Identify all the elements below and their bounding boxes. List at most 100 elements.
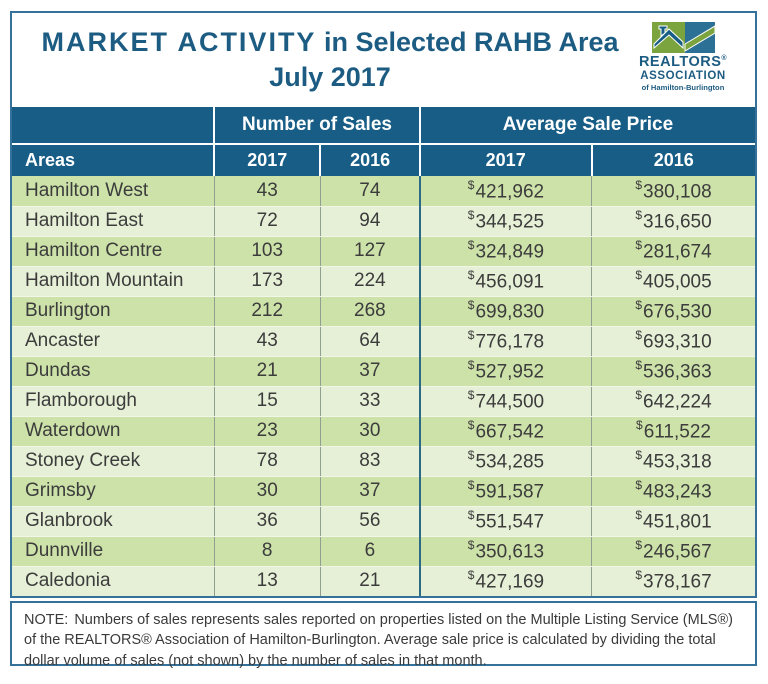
sales-2016-cell: 224 xyxy=(319,266,420,297)
sales-2016-cell: 33 xyxy=(319,386,420,417)
sales-2016-cell: 37 xyxy=(319,476,420,507)
price-value: 693,310 xyxy=(643,331,712,353)
price-value: 281,674 xyxy=(643,241,712,263)
dollar-sign: $ xyxy=(467,327,475,342)
table-row: Dunnville 8 6 $350,613 $246,567 xyxy=(12,536,755,567)
page-title: MARKET ACTIVITY in Selected RAHB Area xyxy=(12,25,648,60)
sales-2016-cell: 83 xyxy=(319,446,420,477)
note-box: NOTE: Numbers of sales represents sales r… xyxy=(10,601,757,669)
price-2016-cell: $642,224 xyxy=(591,386,755,417)
sales-2017-cell: 72 xyxy=(213,206,321,237)
sales-2016-cell: 37 xyxy=(319,356,420,387)
report-month: July 2017 xyxy=(269,62,391,92)
price-value: 380,108 xyxy=(643,180,712,202)
house-roofs-icon xyxy=(651,22,715,53)
price-value: 350,613 xyxy=(475,541,545,563)
logo-realtors-text: REALTORS xyxy=(638,54,722,70)
dollar-sign: $ xyxy=(467,417,475,432)
table-row: Hamilton Mountain 173 224 $456,091 $405,… xyxy=(12,266,755,297)
price-value: 405,005 xyxy=(643,271,712,293)
note-text: Numbers of sales represents sales report… xyxy=(24,612,733,669)
sales-2017-cell: 36 xyxy=(213,506,321,537)
area-cell: Grimsby xyxy=(12,476,215,507)
price-2017-cell: $421,962 xyxy=(418,176,592,207)
sales-2016-cell: 94 xyxy=(319,206,420,237)
price-2016-cell: $453,318 xyxy=(591,446,755,477)
sales-2016-cell: 268 xyxy=(319,296,420,327)
price-2016-cell: $676,530 xyxy=(591,296,755,327)
logo-region-label: of Hamilton-Burlington xyxy=(641,83,725,93)
price-2017-cell: $551,547 xyxy=(418,506,592,537)
market-activity-card: MARKET ACTIVITY in Selected RAHB Area Ju… xyxy=(10,11,757,598)
sales-2016-cell: 74 xyxy=(319,176,420,207)
price-2017-cell: $591,587 xyxy=(418,476,592,507)
sales-2016-cell: 30 xyxy=(319,416,420,447)
dollar-sign: $ xyxy=(467,507,475,522)
price-2016-cell: $451,801 xyxy=(591,506,755,537)
dollar-sign: $ xyxy=(635,267,642,282)
table-row: Flamborough 15 33 $744,500 $642,224 xyxy=(12,386,755,417)
group-header-row: Number of Sales Average Sale Price xyxy=(12,107,755,145)
dollar-sign: $ xyxy=(635,207,642,222)
area-cell: Glanbrook xyxy=(12,506,215,537)
area-cell: Hamilton East xyxy=(12,206,215,237)
sales-2017-cell: 212 xyxy=(213,296,321,327)
table-row: Waterdown 23 30 $667,542 $611,522 xyxy=(12,416,755,447)
price-2016-cell: $693,310 xyxy=(591,326,755,357)
price-2017-cell: $350,613 xyxy=(418,536,592,567)
sales-2017-cell: 78 xyxy=(213,446,321,477)
price-value: 421,962 xyxy=(475,180,545,202)
price-2017-cell: $427,169 xyxy=(418,566,592,596)
area-cell: Dunnville xyxy=(12,536,215,567)
registered-mark: ® xyxy=(721,55,728,63)
market-activity-table: Number of Sales Average Sale Price Areas… xyxy=(12,107,755,596)
price-value: 676,530 xyxy=(643,301,712,323)
area-cell: Hamilton West xyxy=(12,176,215,207)
price-value: 451,801 xyxy=(643,511,712,533)
area-cell: Flamborough xyxy=(12,386,215,417)
area-cell: Hamilton Centre xyxy=(12,236,215,267)
sales-2017-cell: 173 xyxy=(213,266,321,297)
sales-2016-cell: 64 xyxy=(319,326,420,357)
price-value: 642,224 xyxy=(643,391,712,413)
table-row: Stoney Creek 78 83 $534,285 $453,318 xyxy=(12,446,755,477)
area-cell: Dundas xyxy=(12,356,215,387)
table-row: Glanbrook 36 56 $551,547 $451,801 xyxy=(12,506,755,537)
dollar-sign: $ xyxy=(467,537,475,552)
price-2016-cell: $405,005 xyxy=(591,266,755,297)
sales-2017-cell: 13 xyxy=(213,566,321,596)
sub-header-row: Areas 2017 2016 2017 2016 xyxy=(12,144,755,176)
price-value: 776,178 xyxy=(475,331,545,353)
price-value: 324,849 xyxy=(475,241,545,263)
average-sale-price-header: Average Sale Price xyxy=(418,107,755,145)
price-2017-cell: $776,178 xyxy=(418,326,592,357)
sales-2016-cell: 56 xyxy=(319,506,420,537)
page-title-rest: in Selected RAHB Area xyxy=(316,26,619,57)
price-value: 536,363 xyxy=(643,361,712,383)
sales-2017-cell: 23 xyxy=(213,416,321,447)
number-of-sales-header: Number of Sales xyxy=(213,107,420,145)
table-row: Ancaster 43 64 $776,178 $693,310 xyxy=(12,326,755,357)
price-2016-cell: $281,674 xyxy=(591,236,755,267)
table-row: Grimsby 30 37 $591,587 $483,243 xyxy=(12,476,755,507)
dollar-sign: $ xyxy=(635,297,642,312)
dollar-sign: $ xyxy=(636,417,643,432)
note-label: NOTE: xyxy=(24,612,69,628)
dollar-sign: $ xyxy=(467,447,475,462)
logo-realtors-label: REALTORS® xyxy=(635,54,731,70)
price-2017-cell: $699,830 xyxy=(418,296,592,327)
sales-2016-cell: 127 xyxy=(319,236,420,267)
dollar-sign: $ xyxy=(467,357,475,372)
areas-column-header: Areas xyxy=(12,144,215,176)
price-2017-cell: $534,285 xyxy=(418,446,592,477)
price-2016-column-header: 2016 xyxy=(590,144,755,176)
price-value: 611,522 xyxy=(643,421,711,443)
table-header: Number of Sales Average Sale Price Areas… xyxy=(12,107,755,176)
dollar-sign: $ xyxy=(467,387,475,402)
price-2017-cell: $324,849 xyxy=(418,236,592,267)
price-value: 534,285 xyxy=(475,451,545,473)
dollar-sign: $ xyxy=(467,477,475,492)
dollar-sign: $ xyxy=(635,327,642,342)
price-value: 453,318 xyxy=(643,451,712,473)
dollar-sign: $ xyxy=(467,297,475,312)
